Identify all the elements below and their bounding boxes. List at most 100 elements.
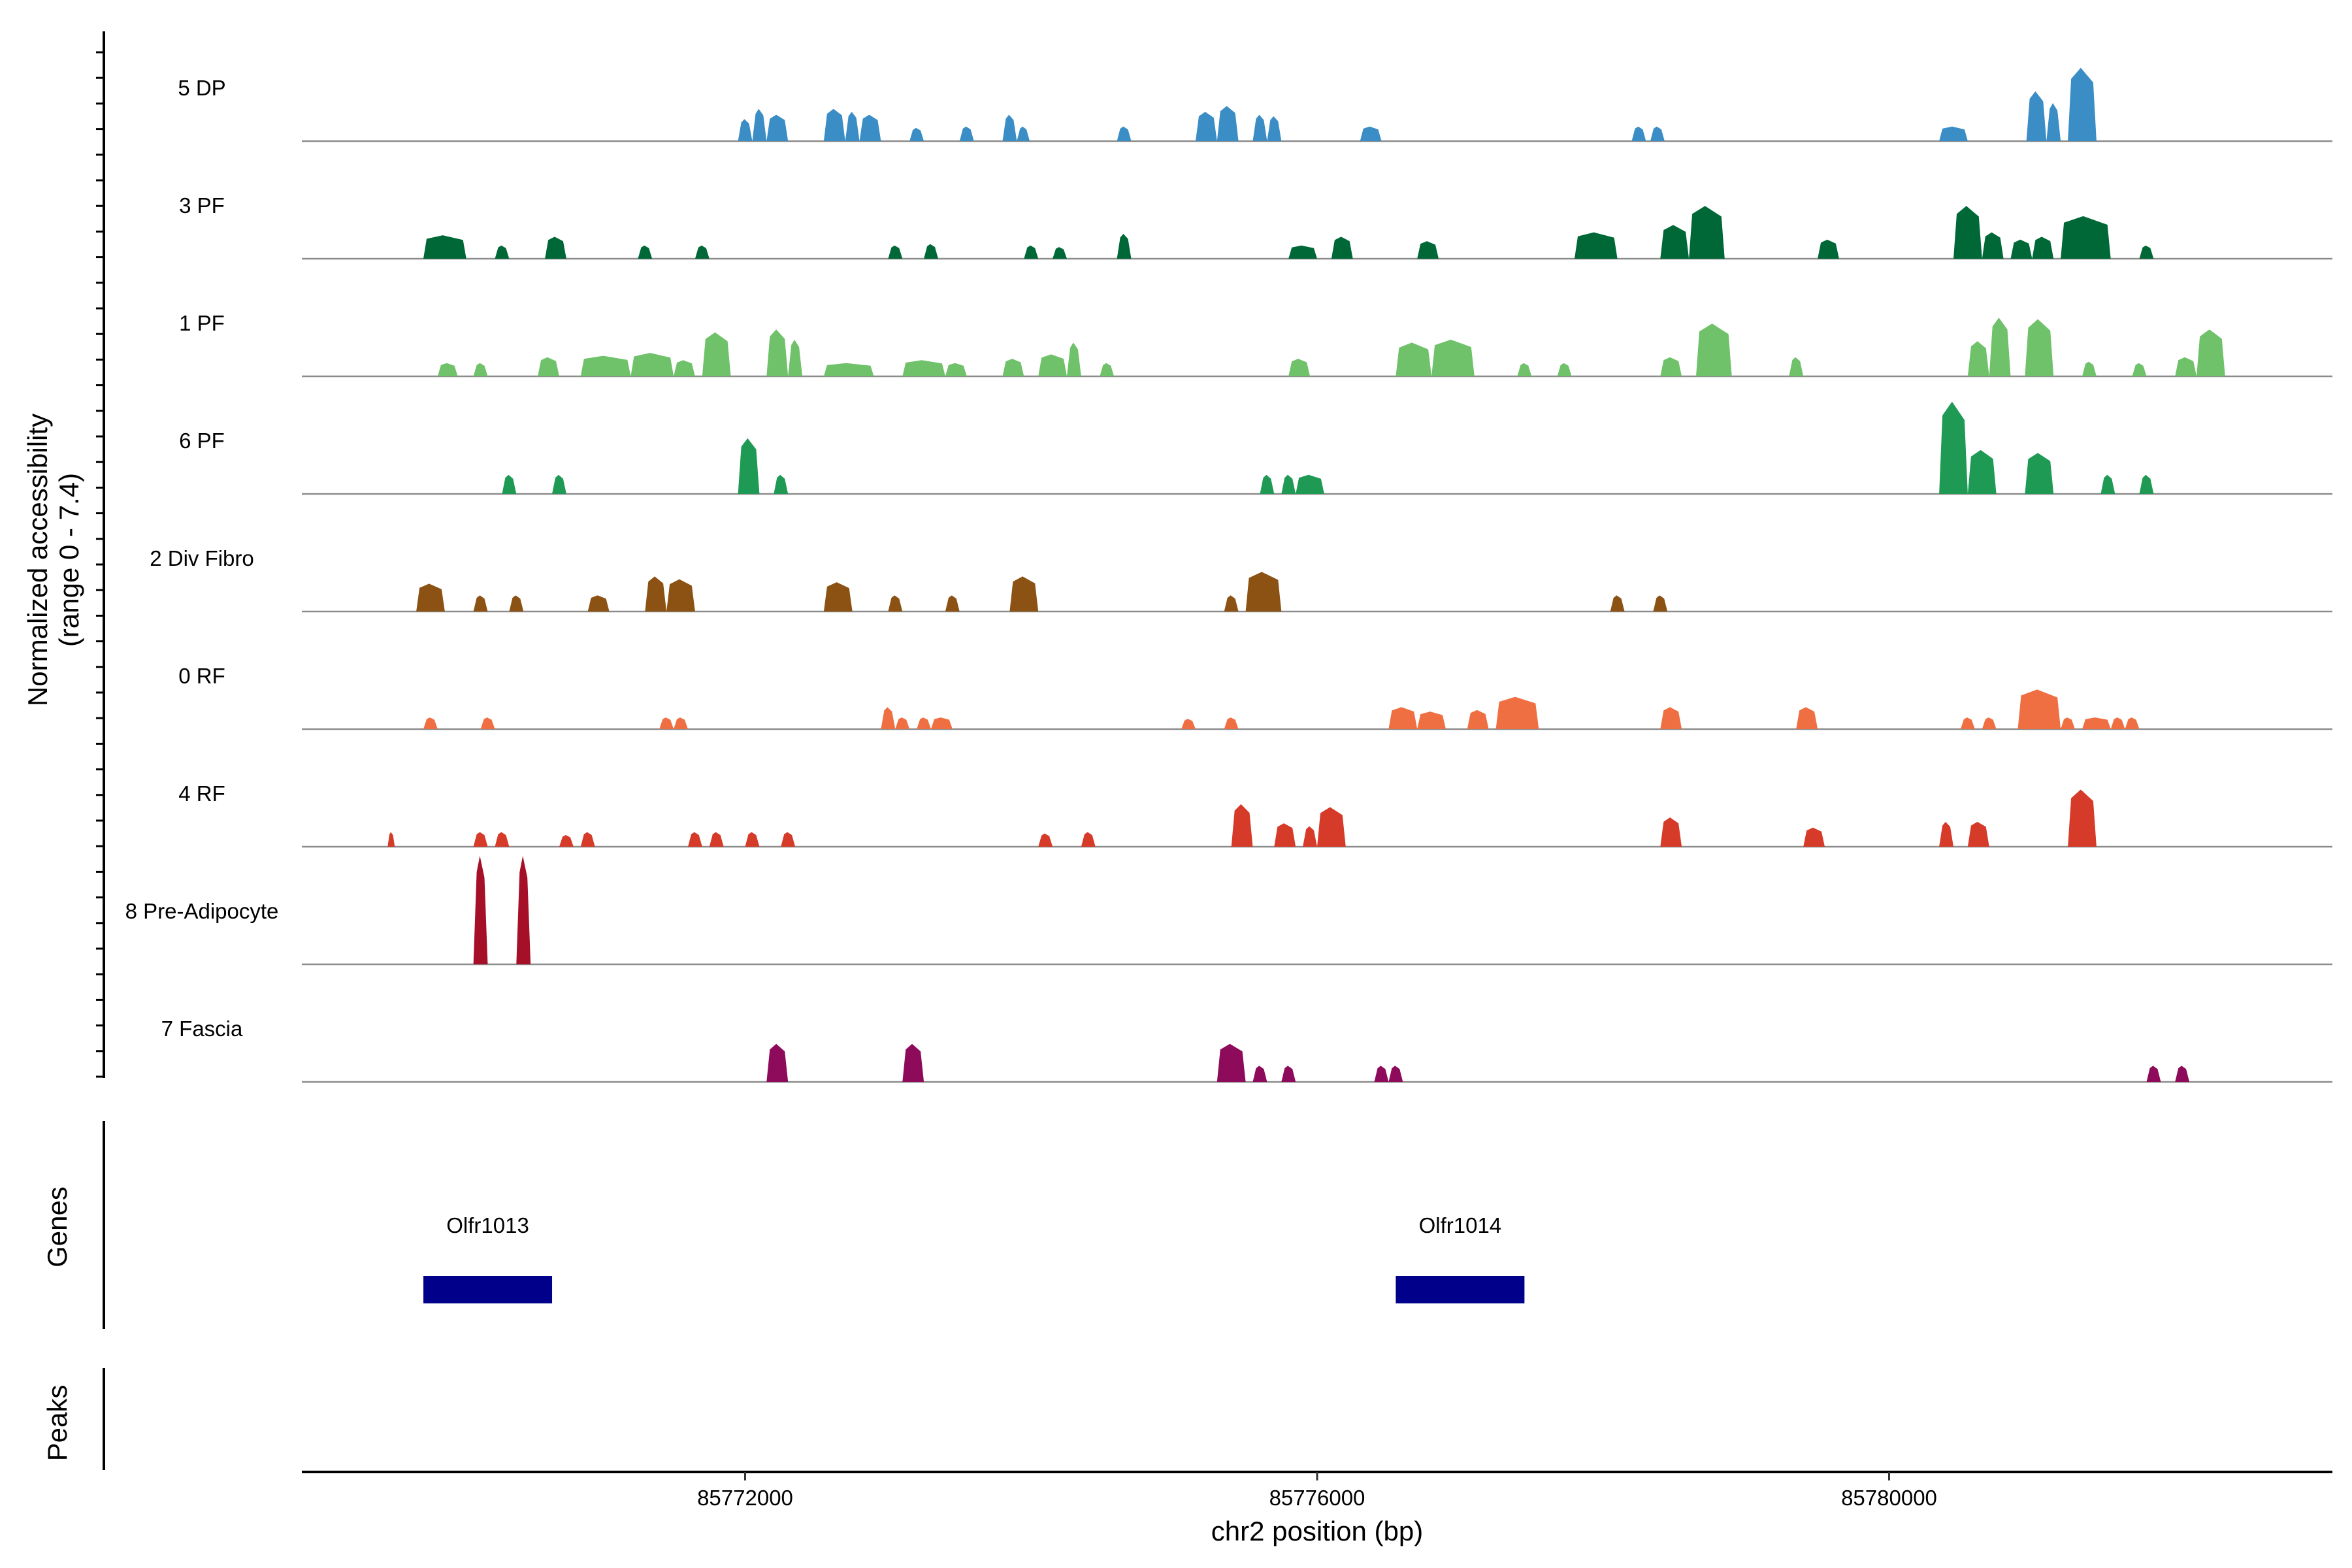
- accessibility-peak: [1388, 707, 1418, 729]
- accessibility-peak: [2025, 319, 2054, 376]
- accessibility-peak: [2061, 216, 2111, 259]
- accessibility-peak: [1939, 821, 1953, 847]
- accessibility-peak: [437, 363, 458, 376]
- accessibility-peak: [694, 245, 710, 259]
- accessibility-peak: [1960, 717, 1975, 729]
- accessibility-peak: [1017, 126, 1030, 141]
- gene-body: [1396, 1276, 1525, 1303]
- accessibility-peak: [1982, 717, 1997, 729]
- accessibility-peak: [1818, 239, 1839, 259]
- accessibility-peak: [495, 832, 510, 847]
- accessibility-peak: [473, 363, 488, 376]
- accessibility-peak: [502, 474, 517, 494]
- accessibility-peak: [1631, 126, 1646, 141]
- accessibility-peak: [1660, 817, 1682, 847]
- accessibility-peak: [2175, 357, 2197, 376]
- accessibility-peak: [1660, 225, 1690, 259]
- accessibility-peak: [766, 1043, 789, 1082]
- accessibility-peak: [1967, 449, 1997, 494]
- accessibility-peak: [738, 119, 753, 141]
- accessibility-peak: [559, 835, 574, 847]
- accessibility-peak: [587, 595, 610, 612]
- accessibility-peak: [580, 355, 631, 376]
- accessibility-peak: [1939, 126, 1968, 141]
- accessibility-peak: [674, 717, 688, 729]
- accessibility-peak: [2082, 717, 2111, 729]
- accessibility-peak: [1288, 245, 1317, 259]
- gene-name-label: Olfr1013: [446, 1213, 529, 1237]
- accessibility-peak: [473, 595, 488, 612]
- gene-body: [423, 1276, 553, 1303]
- accessibility-peak: [1796, 707, 1818, 729]
- accessibility-peak: [2017, 689, 2061, 729]
- accessibility-peak: [1610, 595, 1625, 612]
- accessibility-peak: [766, 114, 789, 141]
- accessibility-peak: [1374, 1066, 1389, 1082]
- accessibility-peak: [1396, 342, 1432, 376]
- accessibility-peak: [1053, 247, 1067, 259]
- track-label: 0 RF: [178, 664, 225, 688]
- accessibility-peak: [423, 717, 438, 729]
- accessibility-peak: [2197, 329, 2225, 376]
- accessibility-peak: [823, 582, 853, 612]
- accessibility-peak: [1939, 401, 1968, 494]
- peaks-panel-label: Peaks: [42, 1385, 73, 1462]
- accessibility-peak: [1081, 832, 1096, 847]
- accessibility-peak: [888, 595, 903, 612]
- accessibility-peak: [1417, 241, 1439, 259]
- accessibility-peak: [1953, 206, 1982, 259]
- accessibility-peak: [1650, 126, 1665, 141]
- y-axis-title-line1: Normalized accessibility: [22, 414, 53, 706]
- accessibility-peak: [473, 832, 488, 847]
- accessibility-peak: [1181, 719, 1196, 729]
- gene-name-label: Olfr1014: [1419, 1213, 1502, 1237]
- accessibility-peak: [1224, 595, 1239, 612]
- accessibility-peak: [1557, 363, 1572, 376]
- accessibility-peak: [1281, 1066, 1296, 1082]
- accessibility-peak: [945, 595, 960, 612]
- accessibility-peak: [509, 595, 524, 612]
- accessibility-peak: [1331, 237, 1353, 259]
- accessibility-peak: [1417, 711, 1446, 729]
- accessibility-peak: [1982, 232, 2004, 259]
- accessibility-peak: [666, 579, 695, 612]
- accessibility-peak: [881, 707, 896, 729]
- accessibility-peak: [1303, 826, 1317, 847]
- accessibility-peak: [766, 329, 789, 376]
- accessibility-peak: [1024, 245, 1039, 259]
- accessibility-peak: [1495, 696, 1539, 729]
- accessibility-peak: [702, 332, 731, 376]
- accessibility-peak: [1696, 323, 1732, 376]
- accessibility-peak: [2046, 103, 2061, 141]
- accessibility-peak: [2061, 717, 2075, 729]
- accessibility-peak: [688, 832, 702, 847]
- accessibility-peak: [888, 245, 903, 259]
- accessibility-peak: [2068, 789, 2097, 847]
- accessibility-peak: [1660, 707, 1682, 729]
- accessibility-peak: [645, 576, 667, 612]
- accessibility-peak: [1067, 342, 1081, 376]
- accessibility-peak: [1388, 1066, 1403, 1082]
- accessibility-peak: [752, 108, 767, 141]
- accessibility-peak: [1575, 232, 1618, 259]
- accessibility-peak: [1274, 823, 1296, 847]
- accessibility-peak: [423, 235, 466, 259]
- accessibility-peak: [516, 856, 531, 964]
- track-label: 7 Fascia: [161, 1017, 243, 1041]
- accessibility-peak: [1038, 833, 1053, 847]
- track-label: 3 PF: [179, 193, 225, 218]
- accessibility-peak: [1009, 576, 1039, 612]
- accessibility-peak: [1217, 106, 1239, 141]
- accessibility-peak: [1653, 595, 1668, 612]
- accessibility-peak: [1217, 1043, 1246, 1082]
- accessibility-peak: [738, 438, 760, 494]
- accessibility-peak: [2025, 453, 2054, 494]
- accessibility-peak: [945, 363, 967, 376]
- accessibility-peak: [1267, 116, 1282, 141]
- genes-panel-label: Genes: [42, 1186, 73, 1267]
- accessibility-peak: [1360, 126, 1382, 141]
- accessibility-peak: [823, 363, 874, 376]
- accessibility-peak: [902, 1043, 924, 1082]
- accessibility-peak: [580, 832, 595, 847]
- accessibility-peak: [2139, 245, 2154, 259]
